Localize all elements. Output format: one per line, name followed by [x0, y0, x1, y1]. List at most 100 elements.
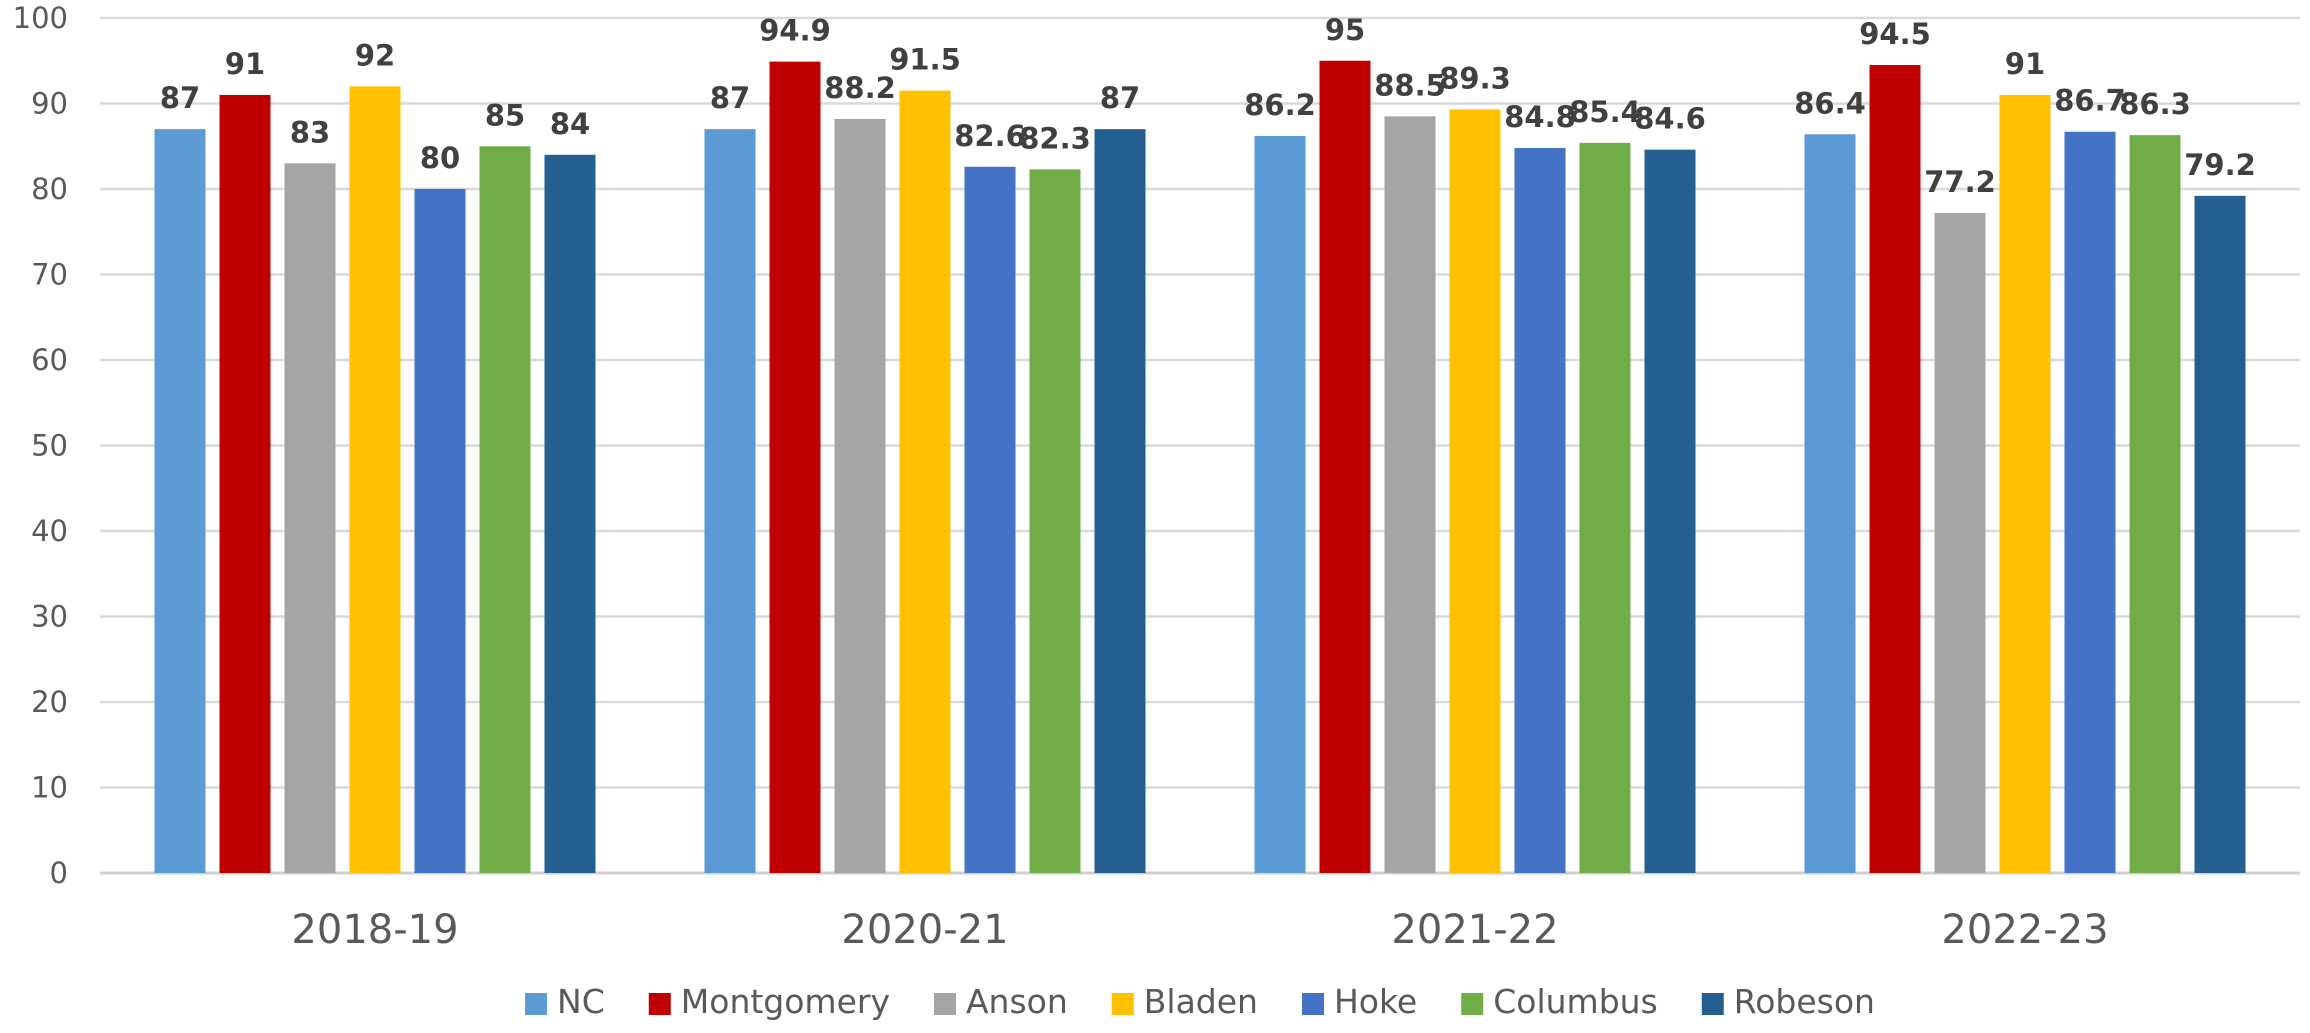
data-label: 85.4: [1569, 95, 1641, 129]
data-label: 87: [1100, 81, 1140, 115]
y-tick-label: 30: [31, 600, 68, 634]
data-label: 88.5: [1374, 68, 1446, 102]
x-tick-label: 2021-22: [1391, 907, 1558, 953]
legend-label: Robeson: [1734, 982, 1875, 1021]
legend-label: Columbus: [1493, 982, 1658, 1021]
bar-columbus-2018-19: [479, 146, 531, 873]
bar-columbus-2022-23: [2129, 135, 2181, 873]
data-label: 94.9: [759, 14, 831, 48]
bar-hoke-2020-21: [964, 166, 1016, 873]
bar-montgomery-2020-21: [769, 61, 821, 874]
legend-item-nc: NC: [525, 982, 605, 1021]
data-label: 94.5: [1859, 17, 1931, 51]
data-label: 88.2: [824, 71, 896, 105]
bar-nc-2022-23: [1804, 134, 1856, 873]
data-label: 77.2: [1924, 165, 1996, 199]
legend-label: NC: [557, 982, 605, 1021]
data-label: 85: [485, 98, 525, 132]
x-tick-label: 2022-23: [1941, 907, 2108, 953]
data-label: 87: [710, 81, 750, 115]
y-tick-label: 0: [50, 856, 68, 890]
data-label: 82.6: [954, 119, 1026, 153]
data-label: 89.3: [1439, 61, 1511, 95]
gridlines: [100, 16, 2300, 875]
y-tick-label: 10: [31, 771, 68, 805]
data-label: 79.2: [2184, 148, 2256, 182]
bar-hoke-2018-19: [414, 189, 466, 873]
data-label: 82.3: [1019, 121, 1091, 155]
bar-bladen-2021-22: [1449, 109, 1501, 874]
data-label: 84.6: [1634, 102, 1706, 136]
bar-montgomery-2021-22: [1319, 60, 1371, 873]
legend-item-bladen: Bladen: [1111, 982, 1258, 1021]
bar-columbus-2020-21: [1029, 169, 1081, 873]
legend-label: Montgomery: [681, 982, 890, 1021]
x-tick-label: 2018-19: [291, 907, 458, 953]
y-tick-label: 70: [31, 258, 68, 292]
bar-robeson-2020-21: [1094, 129, 1146, 873]
legend-item-robeson: Robeson: [1701, 982, 1875, 1021]
data-label: 86.7: [2054, 84, 2126, 118]
bar-nc-2021-22: [1254, 135, 1306, 874]
y-tick-label: 40: [31, 514, 68, 548]
data-label: 84: [550, 107, 590, 141]
legend-swatch: [1461, 993, 1484, 1015]
bars: [154, 60, 2246, 874]
bar-anson-2022-23: [1934, 212, 1986, 873]
y-tick-label: 100: [13, 1, 68, 35]
data-label: 80: [420, 141, 460, 175]
legend-label: Bladen: [1144, 982, 1258, 1021]
legend-item-hoke: Hoke: [1301, 982, 1417, 1021]
bar-robeson-2021-22: [1644, 149, 1696, 874]
legend-swatch: [1301, 993, 1324, 1015]
legend-label: Anson: [966, 982, 1068, 1021]
legend: NC Montgomery Anson Bladen Hoke Columbus Robes…: [525, 982, 1875, 1021]
legend-swatch: [933, 993, 956, 1015]
y-axis-ticks: 0 10 20 30 40 50 60 70 80 90 100: [13, 1, 68, 890]
legend-item-montgomery: Montgomery: [648, 982, 890, 1021]
legend-item-columbus: Columbus: [1461, 982, 1658, 1021]
data-label: 86.2: [1244, 88, 1316, 122]
data-label: 91: [225, 47, 265, 81]
data-label: 91: [2005, 47, 2045, 81]
data-label: 95: [1325, 13, 1365, 47]
data-label: 87: [160, 81, 200, 115]
bar-montgomery-2022-23: [1869, 65, 1921, 873]
data-label: 86.4: [1794, 86, 1866, 120]
y-tick-label: 90: [31, 87, 68, 121]
y-tick-label: 20: [31, 685, 68, 719]
data-label: 86.3: [2119, 87, 2191, 121]
legend-swatch: [648, 993, 671, 1015]
legend-swatch: [1701, 993, 1724, 1015]
bar-bladen-2022-23: [1999, 94, 2051, 873]
data-label: 91.5: [889, 43, 961, 77]
bar-hoke-2022-23: [2064, 131, 2116, 874]
legend-label: Hoke: [1334, 982, 1417, 1021]
legend-item-anson: Anson: [933, 982, 1068, 1021]
bar-columbus-2021-22: [1579, 142, 1631, 873]
data-label: 83: [290, 115, 330, 149]
bar-montgomery-2018-19: [219, 94, 271, 873]
data-labels: 87 91 83 92 80 85 84 87 94.9 88.291.5 82.682.3 87 86…: [160, 13, 2256, 199]
legend-swatch: [525, 993, 548, 1015]
data-label: 92: [355, 38, 395, 72]
x-tick-label: 2020-21: [841, 907, 1008, 953]
data-label: 84.8: [1504, 100, 1576, 134]
y-tick-label: 80: [31, 172, 68, 206]
y-tick-label: 60: [31, 343, 68, 377]
bar-hoke-2021-22: [1514, 147, 1566, 873]
bar-anson-2020-21: [834, 118, 886, 873]
legend-swatch: [1111, 993, 1134, 1015]
bar-bladen-2018-19: [349, 86, 401, 873]
y-tick-label: 50: [31, 429, 68, 463]
bar-nc-2020-21: [704, 129, 756, 873]
bar-nc-2018-19: [154, 129, 206, 873]
x-axis-ticks: 2018-19 2020-21 2021-22 2022-23: [291, 907, 2108, 953]
bar-robeson-2022-23: [2194, 195, 2246, 874]
bar-anson-2021-22: [1384, 116, 1436, 873]
bar-bladen-2020-21: [899, 90, 951, 874]
bar-anson-2018-19: [284, 163, 336, 874]
bar-robeson-2018-19: [544, 154, 596, 874]
